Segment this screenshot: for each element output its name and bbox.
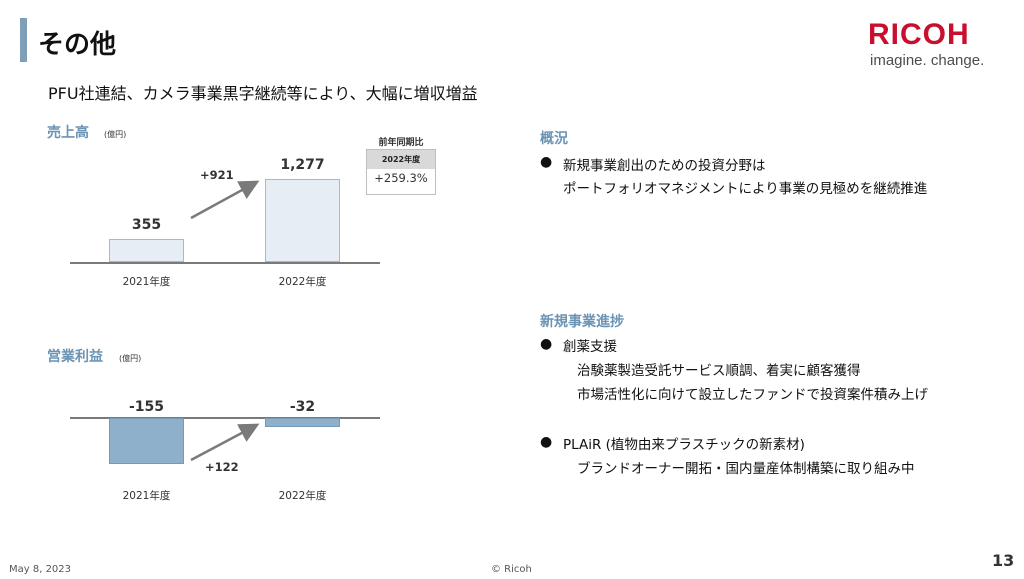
sales-unit: (億円) [104, 130, 127, 139]
sales-value-2021: 355 [131, 217, 162, 233]
logo-tagline: imagine. change. [870, 52, 985, 69]
progress-item-1-title: 創薬支援 [563, 339, 617, 355]
sales-growth-arrow [190, 180, 260, 220]
bullet-icon: ● [540, 434, 553, 450]
progress-item-2-title: PLAiR (植物由来プラスチックの新素材) [563, 437, 805, 453]
progress-heading: 新規事業進捗 [540, 314, 624, 330]
overview-heading: 概況 [540, 131, 568, 147]
sales-year-2022: 2022年度 [278, 276, 327, 288]
bullet-icon: ● [540, 336, 553, 352]
profit-delta: +122 [205, 460, 239, 474]
page-subtitle: PFU社連結、カメラ事業黒字継続等により、大幅に増収増益 [48, 84, 478, 103]
page-number: 13 [992, 551, 1015, 570]
sales-year-2021: 2021年度 [122, 276, 171, 288]
footer-copyright: © Ricoh [491, 564, 532, 575]
overview-line-2: ポートフォリオマネジメントにより事業の見極めを継続推進 [563, 181, 928, 197]
profit-value-2021: -155 [128, 399, 165, 415]
progress-item-1-line-1: 治験薬製造受託サービス順調、着実に顧客獲得 [577, 363, 861, 379]
yoy-title: 前年同期比 [378, 138, 424, 148]
sales-label: 売上高 [47, 125, 89, 141]
footer-date: May 8, 2023 [9, 564, 72, 575]
profit-label: 営業利益 [47, 349, 103, 365]
bullet-icon: ● [540, 154, 553, 170]
profit-year-2021: 2021年度 [122, 490, 171, 502]
overview-line-1: 新規事業創出のための投資分野は [563, 158, 766, 174]
sales-axis [70, 262, 380, 264]
sales-value-2022: 1,277 [280, 157, 325, 173]
progress-item-2-line-1: ブランドオーナー開拓・国内量産体制構築に取り組み中 [577, 461, 915, 477]
profit-bar-2022 [265, 418, 340, 427]
sales-bar-2022 [265, 179, 340, 262]
profit-axis [70, 417, 380, 419]
profit-value-2022: -32 [289, 399, 316, 415]
profit-bar-2021 [109, 418, 184, 464]
profit-unit: (億円) [119, 354, 142, 363]
yoy-box: 2022年度 +259.3% [366, 149, 436, 195]
profit-year-2022: 2022年度 [278, 490, 327, 502]
yoy-period: 2022年度 [367, 150, 435, 169]
ricoh-logo: RICOH [868, 18, 970, 51]
page-title: その他 [38, 30, 117, 60]
progress-item-1-line-2: 市場活性化に向けて設立したファンドで投資案件積み上げ [577, 387, 928, 403]
profit-growth-arrow [190, 423, 260, 462]
title-accent-bar [20, 18, 27, 62]
sales-bar-2021 [109, 239, 184, 262]
sales-delta: +921 [200, 168, 234, 182]
yoy-value: +259.3% [374, 171, 428, 185]
